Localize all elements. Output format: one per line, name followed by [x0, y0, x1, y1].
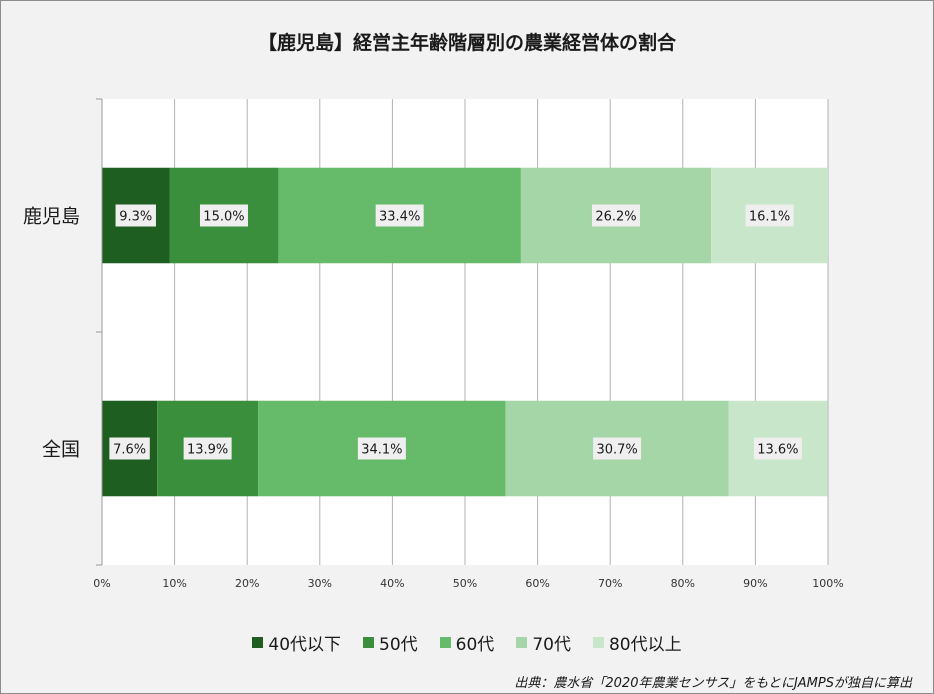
x-tick-label: 70% [598, 577, 622, 590]
x-tick-label: 10% [162, 577, 186, 590]
data-label-box [375, 204, 424, 227]
data-label: 16.1% [749, 210, 790, 225]
data-label: 26.2% [595, 210, 636, 225]
chart-title: 【鹿児島】経営主年齢階層別の農業経営体の割合 [257, 32, 676, 54]
legend-label: 60代 [455, 635, 495, 655]
data-label-box [753, 437, 802, 460]
legend-swatch [439, 637, 451, 648]
x-tick-label: 0% [93, 577, 110, 590]
legend-item: 50代 [363, 630, 418, 655]
legend-swatch [592, 637, 604, 648]
data-label: 30.7% [596, 443, 637, 458]
legend-swatch [363, 637, 375, 648]
x-tick-label: 30% [308, 577, 332, 590]
x-tick-label: 40% [380, 577, 404, 590]
data-label: 13.9% [187, 443, 228, 458]
data-label-box [115, 204, 156, 227]
x-tick-label: 50% [453, 577, 477, 590]
data-label-box [745, 204, 794, 227]
data-label: 34.1% [361, 443, 402, 458]
legend-item: 60代 [439, 630, 495, 655]
data-label-box [183, 437, 232, 460]
data-label-box [593, 437, 642, 460]
legend-label: 40代以下 [268, 635, 342, 655]
legend: 40代以下 50代 60代 70代 80代以上 [0, 630, 934, 655]
x-tick-label: 60% [525, 577, 549, 590]
data-label: 15.0% [203, 210, 244, 225]
data-label: 9.3% [119, 210, 152, 225]
data-label: 7.6% [113, 443, 146, 458]
data-label-box [109, 437, 150, 460]
x-tick-label: 80% [671, 577, 695, 590]
x-tick-label: 90% [743, 577, 767, 590]
data-label-box [199, 204, 248, 227]
data-label-box [357, 437, 406, 460]
x-tick-label: 20% [235, 577, 259, 590]
data-label: 13.6% [757, 443, 798, 458]
legend-swatch [516, 637, 528, 648]
legend-swatch [252, 637, 264, 648]
x-tick-label: 100% [812, 577, 843, 590]
legend-item: 70代 [516, 630, 571, 655]
legend-item: 40代以下 [252, 630, 341, 655]
data-label: 33.4% [379, 210, 420, 225]
category-label: 全国 [42, 439, 80, 461]
legend-item: 80代以上 [592, 630, 682, 655]
source-note: 出典：農水省「2020年農業センサス」をもとにJAMPSが独自に算出 [514, 676, 912, 691]
legend-label: 70代 [532, 635, 571, 655]
legend-label: 80代以上 [608, 635, 682, 655]
category-label: 鹿児島 [23, 206, 80, 228]
data-label-box [592, 204, 641, 227]
legend-label: 50代 [379, 635, 418, 655]
